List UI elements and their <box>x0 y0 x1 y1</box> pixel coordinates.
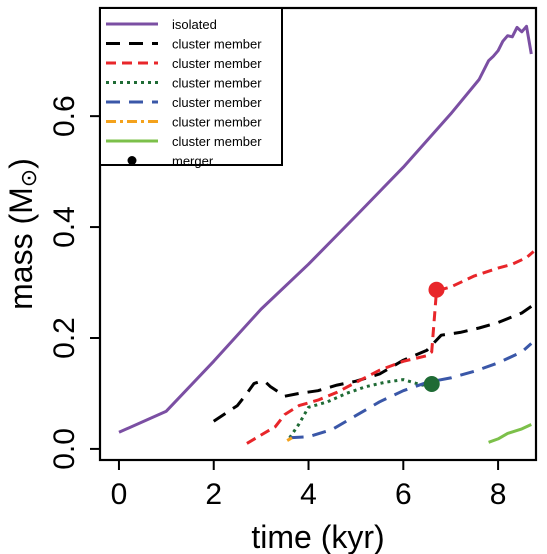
series-line-3 <box>246 250 535 445</box>
x-axis-label: time (kyr) <box>251 519 384 554</box>
x-tick-label: 8 <box>490 478 507 511</box>
series-line-1 <box>118 24 533 434</box>
merger-point-2 <box>423 376 440 393</box>
legend-label-4: cluster member <box>172 76 262 91</box>
series-line-4 <box>288 378 432 439</box>
legend-merger-marker <box>127 156 137 165</box>
series-line-2 <box>212 305 533 423</box>
plot-frame <box>98 6 538 462</box>
y-tick-label: 0.2 <box>48 317 81 359</box>
y-tick-label: 0.6 <box>48 95 81 137</box>
x-tick-label: 4 <box>300 478 317 511</box>
merger-point-1 <box>428 281 445 298</box>
x-tick-label: 6 <box>395 478 412 511</box>
series-line-6 <box>286 436 293 442</box>
legend-label-5: cluster member <box>172 95 262 110</box>
legend: isolated cluster member cluster member clus… <box>99 7 283 169</box>
x-tick-label: 0 <box>111 478 128 511</box>
legend-label-1: isolated <box>172 17 217 32</box>
y-tick-label: 0.0 <box>48 428 81 470</box>
legend-label-6: cluster member <box>172 115 262 130</box>
legend-box <box>99 7 283 166</box>
plot-area <box>118 24 535 445</box>
x-tick-label: 2 <box>205 478 222 511</box>
y-axis-label: mass (M⊙) <box>3 158 41 310</box>
series-line-5 <box>289 342 533 440</box>
legend-label-merger: merger <box>172 154 214 169</box>
series-line-7 <box>488 423 532 444</box>
legend-label-2: cluster member <box>172 37 262 52</box>
axes: 0 2 4 6 8 0.0 0.2 0.4 0.6 <box>48 6 538 511</box>
y-tick-label: 0.4 <box>48 206 81 248</box>
legend-label-7: cluster member <box>172 134 262 149</box>
legend-label-3: cluster member <box>172 56 262 71</box>
